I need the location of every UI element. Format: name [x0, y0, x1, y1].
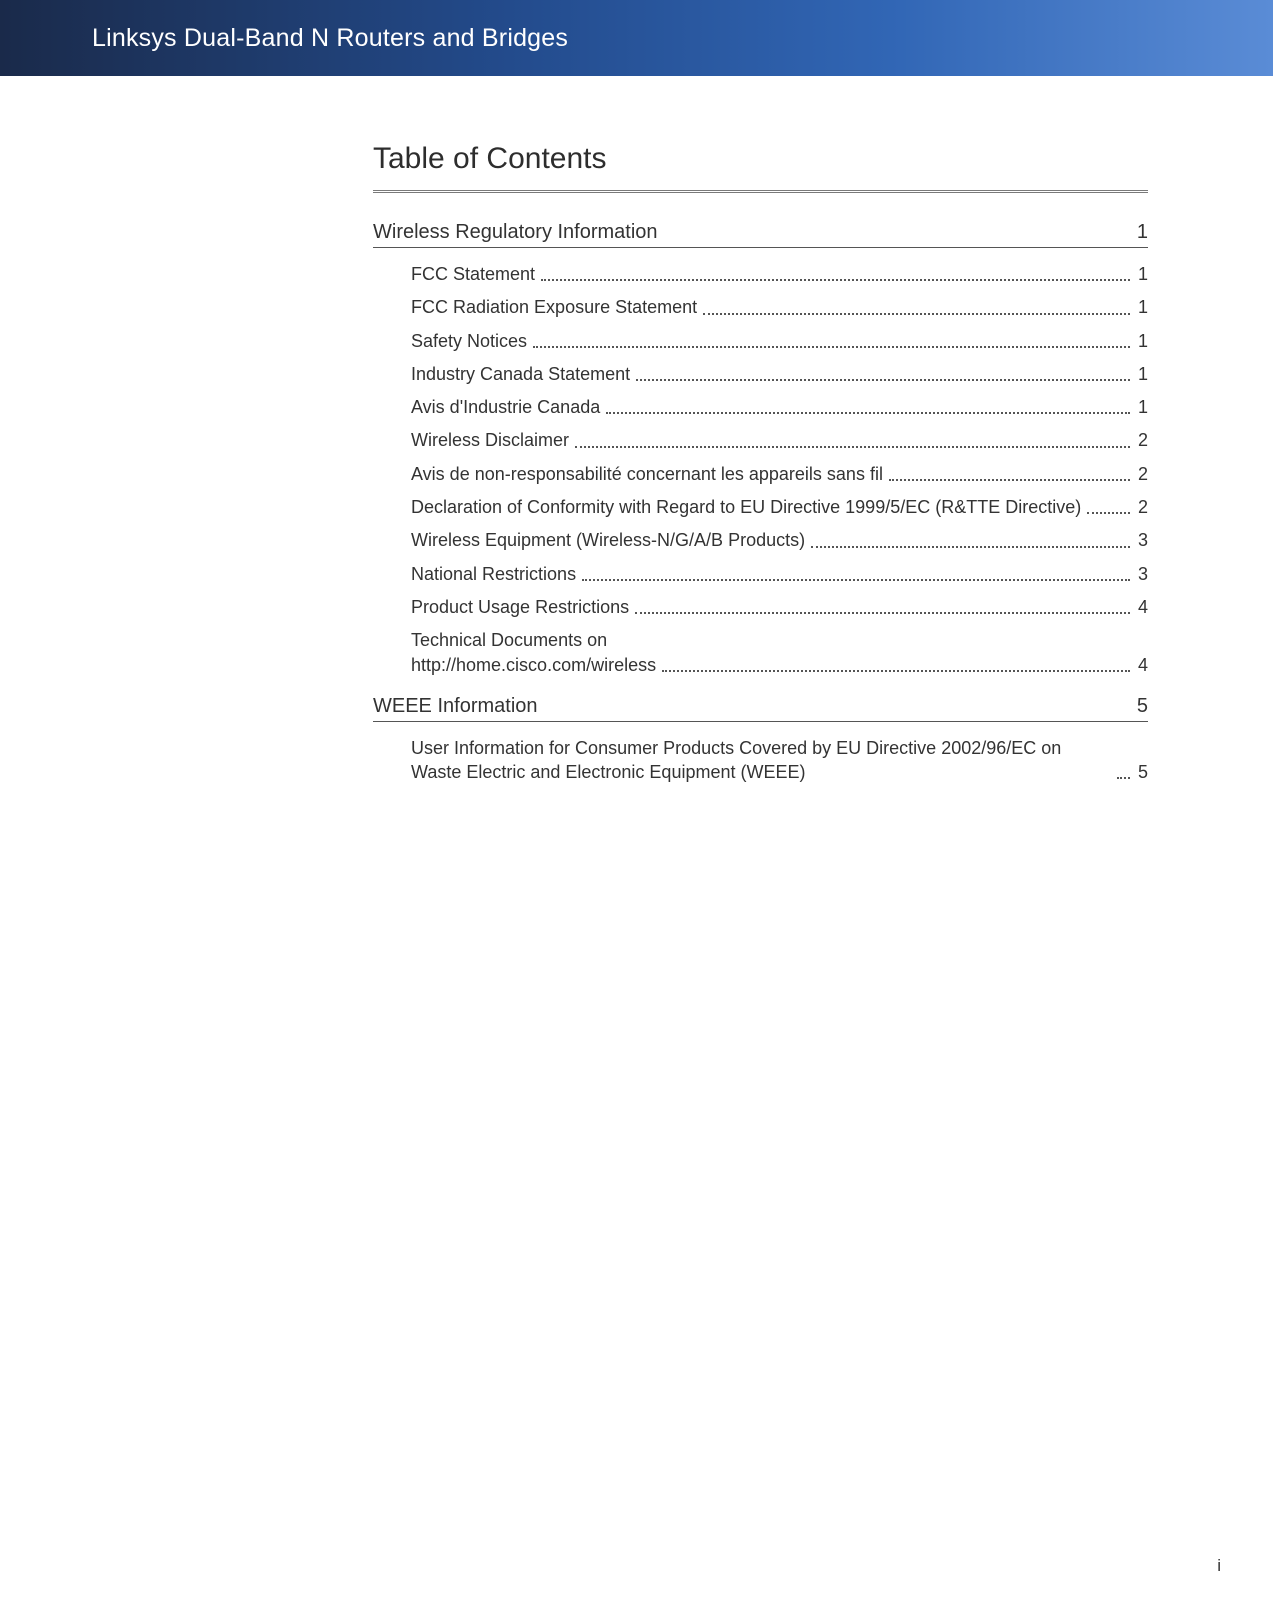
leader-dots: [582, 579, 1130, 581]
leader-dots: [636, 379, 1130, 381]
toc-title: Table of Contents: [373, 142, 1148, 176]
toc-item-label: Avis d'Industrie Canada: [411, 395, 600, 419]
toc-item-label: Safety Notices: [411, 329, 527, 353]
toc-section-label: WEEE Information: [373, 695, 538, 718]
leader-dots: [811, 546, 1130, 548]
toc-item-page: 2: [1134, 495, 1148, 519]
title-rule: [373, 190, 1148, 193]
toc-item-page: 5: [1134, 760, 1148, 784]
toc-section-label: Wireless Regulatory Information: [373, 221, 658, 244]
toc-item-page: 1: [1134, 262, 1148, 286]
toc-item-page: 1: [1134, 362, 1148, 386]
toc-item-page: 2: [1134, 428, 1148, 452]
toc-item-row: Industry Canada Statement 1: [411, 362, 1148, 386]
toc-item-row: Avis d'Industrie Canada 1: [411, 395, 1148, 419]
toc-item-label: Industry Canada Statement: [411, 362, 630, 386]
toc-item-page: 4: [1134, 595, 1148, 619]
toc-section-row: WEEE Information 5: [373, 695, 1148, 722]
toc-section-page: 5: [1137, 695, 1148, 718]
leader-dots: [606, 412, 1130, 414]
toc-item-row: Wireless Equipment (Wireless-N/G/A/B Pro…: [411, 528, 1148, 552]
toc-content: Table of Contents Wireless Regulatory In…: [373, 142, 1148, 793]
toc-item-label: Product Usage Restrictions: [411, 595, 629, 619]
toc-section-page: 1: [1137, 221, 1148, 244]
toc-item-row: Safety Notices 1: [411, 329, 1148, 353]
toc-item-row: Avis de non-responsabilité concernant le…: [411, 462, 1148, 486]
page-header-band: Linksys Dual-Band N Routers and Bridges: [0, 0, 1273, 76]
leader-dots: [575, 446, 1130, 448]
document-page: Linksys Dual-Band N Routers and Bridges …: [0, 0, 1273, 1606]
leader-dots: [541, 279, 1130, 281]
toc-item-label: Wireless Disclaimer: [411, 428, 569, 452]
leader-dots: [1117, 777, 1130, 779]
toc-item-label: FCC Statement: [411, 262, 535, 286]
toc-item-label: User Information for Consumer Products C…: [411, 736, 1111, 785]
toc-item-label: National Restrictions: [411, 562, 576, 586]
toc-item-row: FCC Radiation Exposure Statement 1: [411, 295, 1148, 319]
toc-item-page: 3: [1134, 562, 1148, 586]
leader-dots: [889, 479, 1130, 481]
header-title: Linksys Dual-Band N Routers and Bridges: [92, 24, 568, 53]
toc-item-label: Technical Documents on http://home.cisco…: [411, 628, 656, 677]
toc-sub-list: FCC Statement 1 FCC Radiation Exposure S…: [411, 262, 1148, 677]
toc-item-row: Technical Documents on http://home.cisco…: [411, 628, 1148, 677]
toc-section-row: Wireless Regulatory Information 1: [373, 221, 1148, 248]
toc-item-row: Declaration of Conformity with Regard to…: [411, 495, 1148, 519]
toc-sub-list: User Information for Consumer Products C…: [411, 736, 1148, 785]
toc-item-page: 1: [1134, 295, 1148, 319]
leader-dots: [533, 346, 1130, 348]
toc-item-row: User Information for Consumer Products C…: [411, 736, 1148, 785]
toc-item-row: Wireless Disclaimer 2: [411, 428, 1148, 452]
toc-item-page: 3: [1134, 528, 1148, 552]
page-number: i: [1217, 1556, 1221, 1576]
toc-item-page: 2: [1134, 462, 1148, 486]
toc-item-label: Declaration of Conformity with Regard to…: [411, 495, 1081, 519]
leader-dots: [635, 612, 1130, 614]
toc-item-page: 1: [1134, 395, 1148, 419]
toc-item-row: Product Usage Restrictions 4: [411, 595, 1148, 619]
toc-item-label: Wireless Equipment (Wireless-N/G/A/B Pro…: [411, 528, 805, 552]
toc-item-row: National Restrictions 3: [411, 562, 1148, 586]
leader-dots: [1087, 512, 1130, 514]
toc-item-page: 1: [1134, 329, 1148, 353]
toc-item-row: FCC Statement 1: [411, 262, 1148, 286]
toc-item-label: FCC Radiation Exposure Statement: [411, 295, 697, 319]
leader-dots: [703, 313, 1130, 315]
toc-item-page: 4: [1134, 653, 1148, 677]
leader-dots: [662, 670, 1130, 672]
toc-item-label: Avis de non-responsabilité concernant le…: [411, 462, 883, 486]
